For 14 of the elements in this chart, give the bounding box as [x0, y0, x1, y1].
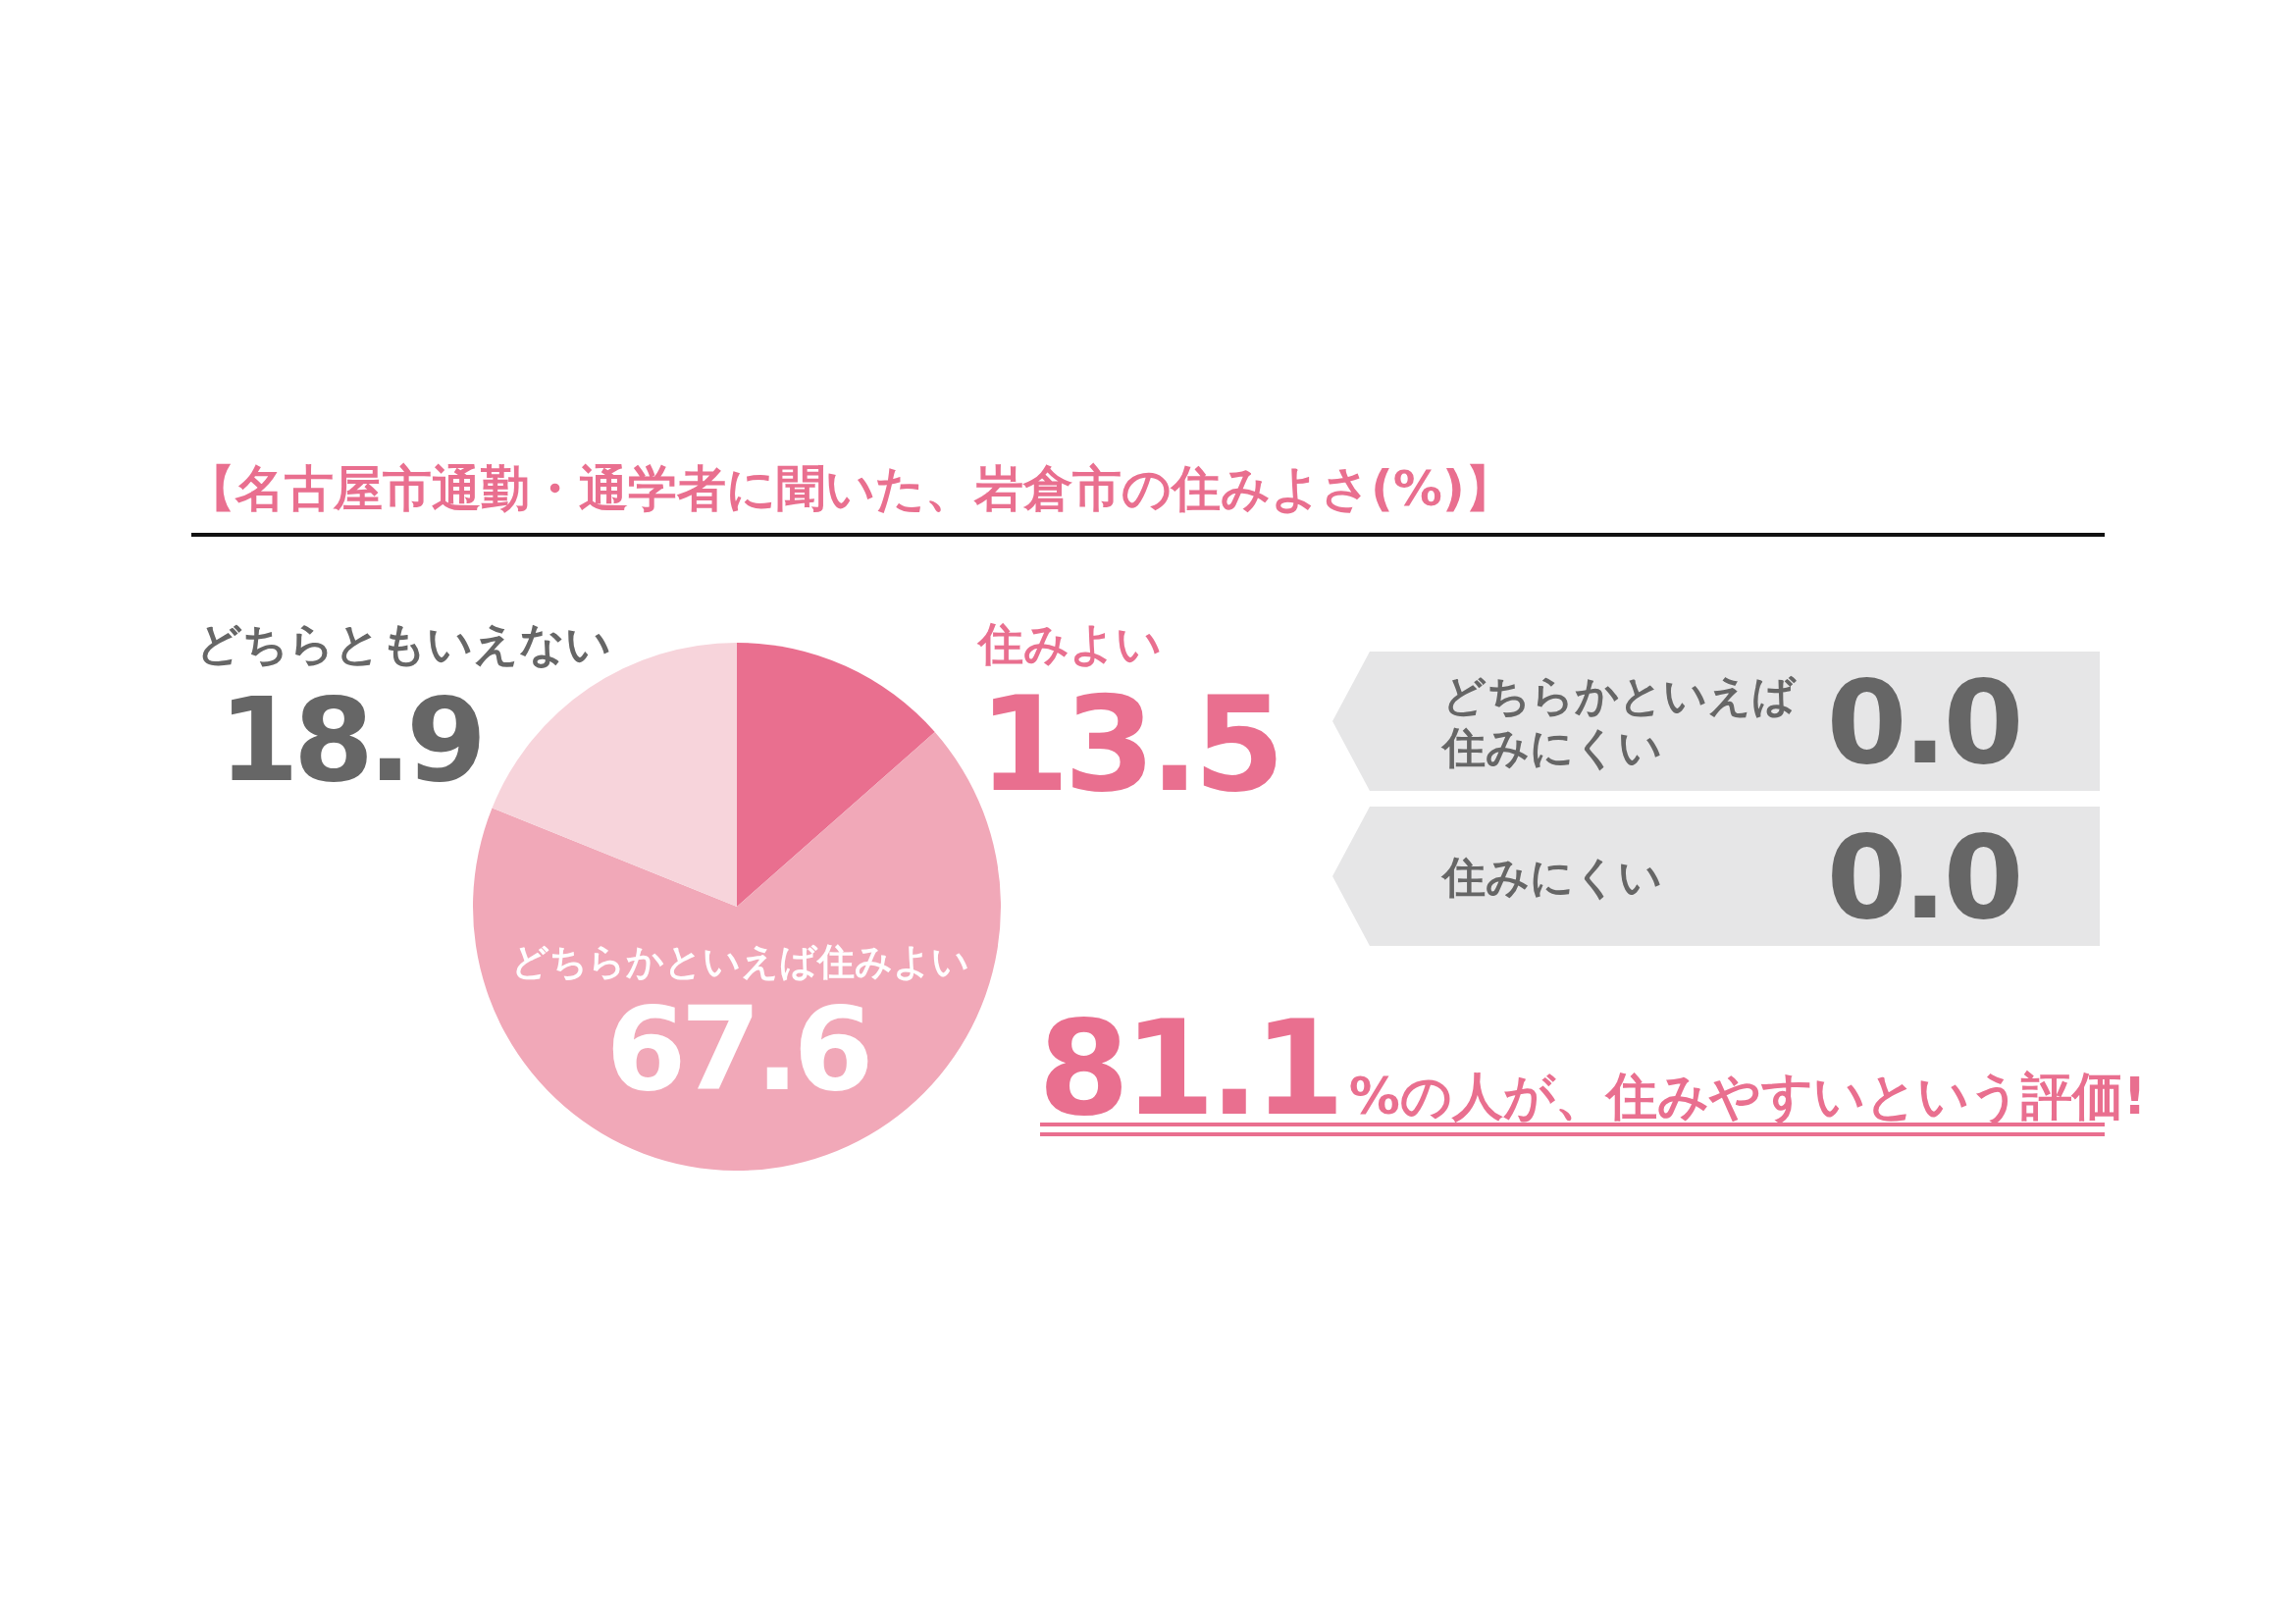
slice-label: どちらかといえば住みよい — [510, 940, 969, 983]
slice-label: 住みよい — [976, 617, 1162, 670]
data-label: 13.5 — [978, 668, 1279, 821]
text: 0.0 — [1826, 810, 2020, 945]
text: 81.1 — [1038, 992, 1339, 1145]
data-label: 67.6 — [605, 981, 868, 1117]
text: 0.0 — [1826, 654, 2020, 790]
category-label: どちらかといえば住みにくい — [1442, 670, 1796, 773]
category-label: 住みにくい — [1442, 851, 1662, 902]
slice-label: どちらともいえない — [196, 617, 611, 670]
pie-slice — [737, 643, 935, 907]
text: %の人が、住みやすいという評価! — [1348, 1067, 2147, 1125]
data-label: 18.9 — [218, 672, 481, 808]
chart-title: 【名古屋市通勤・通学者に聞いた、岩倉市の住みよさ(%)】 — [186, 460, 1514, 517]
